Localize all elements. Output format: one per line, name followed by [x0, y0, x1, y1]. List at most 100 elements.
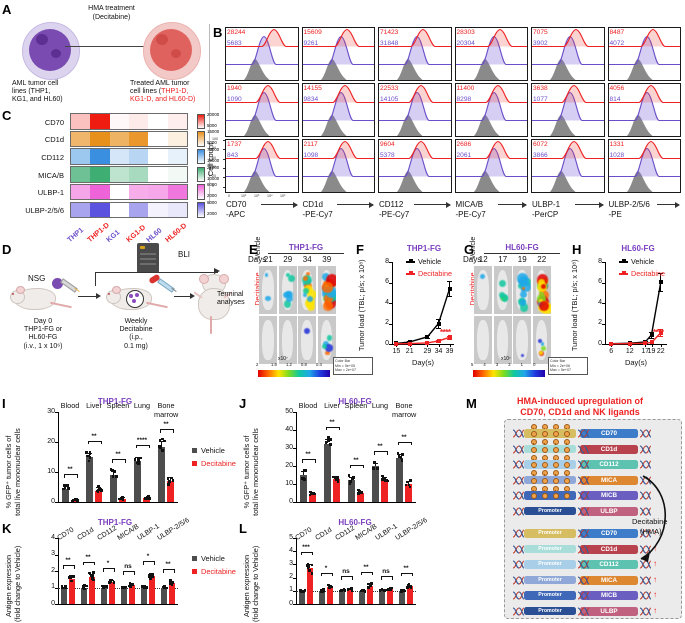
data-point-dot — [121, 498, 124, 501]
panel-label-j: J — [239, 396, 246, 411]
data-point-dot — [409, 479, 412, 482]
category-label: Liver — [320, 401, 344, 410]
data-point-dot — [143, 587, 146, 590]
significance-label: ** — [361, 564, 371, 571]
significance-label: ** — [160, 421, 172, 428]
data-point-dot — [145, 586, 148, 589]
y-tick-label: 2 — [281, 573, 293, 580]
dna-helix-mid — [577, 491, 590, 502]
dna-helix-left — [512, 460, 525, 471]
data-point-dot — [170, 477, 173, 480]
significance-label: ** — [350, 457, 362, 464]
promoter-box: Promoter — [524, 591, 576, 600]
data-point-dot — [329, 438, 332, 441]
significance-label: ns — [381, 568, 391, 575]
data-point-dot — [410, 586, 413, 589]
bar — [379, 591, 385, 604]
legend-marker-vehicle — [622, 259, 626, 263]
significance-label: **** — [136, 437, 148, 444]
significance-label: ** — [326, 419, 338, 426]
upregulation-arrow: ↑ — [653, 591, 657, 599]
legend-swatch-vehicle — [192, 556, 197, 561]
bar — [161, 588, 167, 605]
bar — [347, 589, 353, 604]
significance-label: ** — [64, 466, 76, 473]
data-point-dot — [327, 440, 330, 443]
dna-helix-mid — [577, 429, 590, 440]
significance-annotation: **** — [653, 328, 663, 337]
y-axis-label-line: % GFP⁺ tumor cells of — [4, 424, 13, 520]
significance-bracket — [143, 561, 155, 565]
dna-helix-right — [639, 460, 652, 471]
data-point-dot — [367, 583, 370, 586]
category-label: Lung — [130, 401, 154, 410]
legend-label-decitabine: Decitabine — [631, 269, 665, 278]
y-tick — [293, 502, 296, 503]
bar — [141, 588, 147, 605]
significance-bracket — [123, 571, 135, 575]
y-tick — [55, 502, 58, 503]
y-tick — [293, 412, 296, 413]
significance-bracket — [302, 459, 316, 463]
data-point-dot — [377, 467, 380, 470]
data-point-dot — [397, 452, 400, 455]
category-label: Bone marrow — [392, 401, 416, 419]
data-point-dot — [335, 478, 338, 481]
dna-helix-right — [639, 607, 652, 618]
y-tick-label: 40 — [281, 426, 293, 433]
dna-helix-right — [639, 445, 652, 456]
data-point-dot — [64, 586, 67, 589]
category-label: Liver — [82, 401, 106, 410]
significance-bracket — [136, 445, 150, 449]
y-axis — [296, 412, 297, 502]
data-point-dot — [400, 456, 403, 459]
data-point-dot — [70, 580, 73, 583]
data-point-dot — [85, 451, 88, 454]
data-point-dot — [362, 589, 365, 592]
bar — [62, 489, 69, 502]
data-point-dot — [75, 498, 78, 501]
data-point-dot — [67, 487, 70, 490]
dna-helix-right — [639, 560, 652, 571]
y-tick — [293, 604, 296, 605]
data-point — [643, 341, 647, 345]
y-axis-label-line: Antigen expression — [242, 550, 251, 622]
significance-label: ns — [341, 568, 351, 575]
data-point-dot — [311, 572, 314, 575]
y-tick-label: 1 — [43, 583, 55, 590]
bar — [399, 591, 405, 604]
y-tick — [293, 551, 296, 552]
data-point-dot — [352, 476, 355, 479]
data-point-dot — [329, 443, 332, 446]
y-tick-label: 50 — [281, 408, 293, 415]
data-point-dot — [91, 578, 94, 581]
significance-label: ** — [88, 433, 100, 440]
panel-label-m: M — [466, 396, 477, 411]
data-point-dot — [144, 497, 147, 500]
y-tick-label: 0 — [43, 600, 55, 607]
hma-label: (HMA) — [640, 527, 662, 536]
dna-helix-mid — [577, 529, 590, 540]
data-point-dot — [381, 478, 384, 481]
bar — [381, 480, 388, 502]
significance-bracket — [160, 429, 174, 433]
data-point-dot — [164, 587, 167, 590]
data-point-dot — [134, 458, 137, 461]
data-point-dot — [405, 484, 408, 487]
y-tick-label: 3 — [43, 550, 55, 557]
y-axis-label-line: % GFP⁺ tumor cells of — [242, 424, 251, 520]
y-tick — [55, 412, 58, 413]
dna-helix-right — [639, 476, 652, 487]
dna-helix-left — [512, 507, 525, 518]
dna-helix-left — [512, 491, 525, 502]
y-tick — [293, 430, 296, 431]
promoter-box: Promoter — [524, 545, 576, 554]
dna-helix-right — [639, 491, 652, 502]
significance-label: ** — [63, 557, 73, 564]
bar — [61, 588, 67, 605]
y-tick — [55, 472, 58, 473]
data-point-dot — [108, 581, 111, 584]
y-axis-label: % GFP⁺ tumor cells of total live mononucl… — [242, 424, 260, 520]
legend-marker-decitabine — [622, 271, 626, 275]
figure-canvas: A HMA treatment (Decitabine) AML tumor c… — [0, 0, 685, 623]
